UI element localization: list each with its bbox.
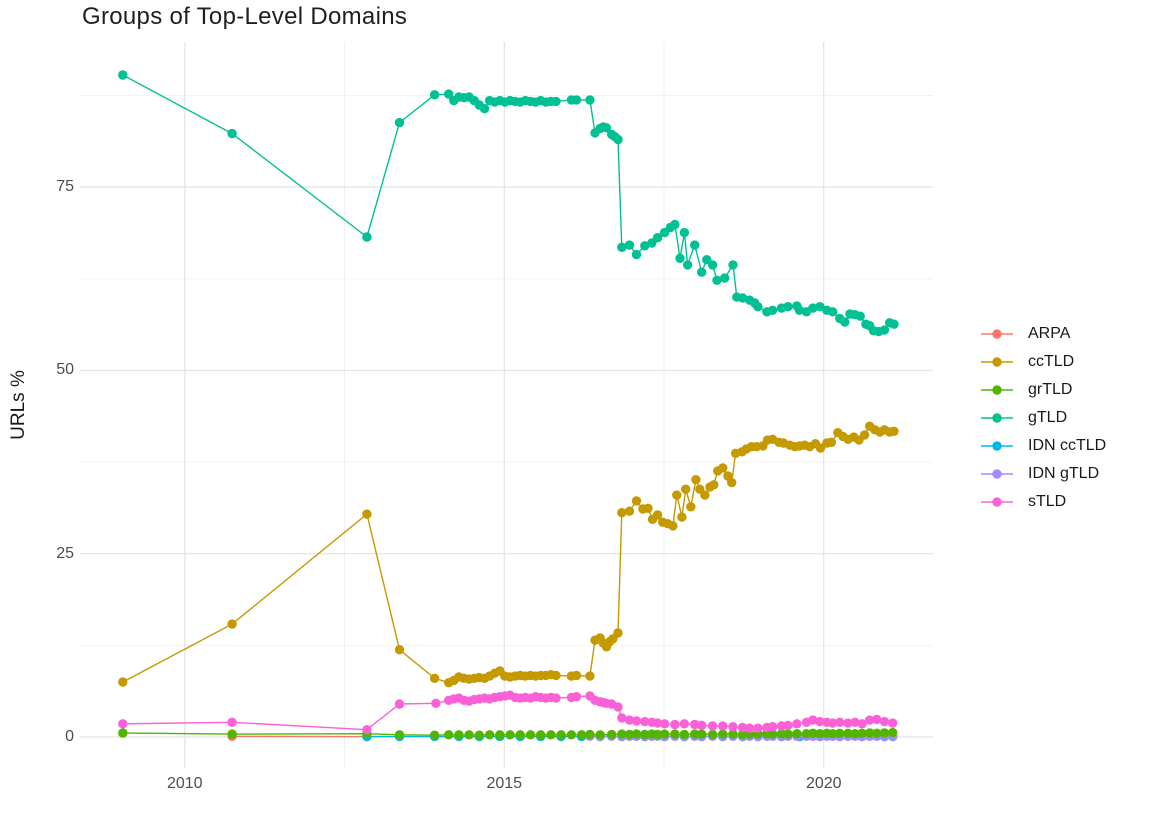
y-tick-label-50: 50 (56, 361, 74, 379)
legend: ARPA ccTLD grTLD gTLD IDN ccTLD IDN gTLD… (980, 320, 1106, 516)
chart-title: Groups of Top-Level Domains (82, 3, 408, 30)
legend-item-stld: sTLD (980, 488, 1106, 516)
legend-item-arpa: ARPA (980, 320, 1106, 348)
legend-marker-icon (981, 329, 1013, 339)
legend-marker-icon (981, 413, 1013, 423)
legend-label: ARPA (1028, 325, 1071, 342)
legend-label: ccTLD (1028, 353, 1075, 370)
legend-marker-icon (981, 385, 1013, 395)
legend-item-idn-gtld: IDN gTLD (980, 460, 1106, 488)
legend-marker-icon (981, 441, 1013, 451)
legend-label: grTLD (1028, 381, 1073, 398)
x-tick-label-2010: 2010 (166, 775, 203, 792)
legend-item-grtld: grTLD (980, 376, 1106, 404)
legend-label: IDN gTLD (1028, 465, 1100, 482)
y-tick-label-75: 75 (56, 178, 74, 196)
legend-item-cctld: ccTLD (980, 348, 1106, 376)
x-tick-label-2020: 2020 (805, 775, 842, 792)
legend-item-idn-cctld: IDN ccTLD (980, 432, 1106, 460)
legend-marker-icon (981, 357, 1013, 367)
x-tick-label-2015: 2015 (486, 775, 523, 792)
legend-marker-icon (981, 497, 1013, 507)
legend-item-gtld: gTLD (980, 404, 1106, 432)
y-tick-label-25: 25 (56, 544, 74, 562)
legend-label: sTLD (1028, 493, 1067, 510)
y-tick-label-0: 0 (65, 727, 74, 745)
legend-marker-icon (981, 469, 1013, 479)
legend-label: IDN ccTLD (1028, 437, 1107, 454)
legend-label: gTLD (1028, 409, 1068, 426)
